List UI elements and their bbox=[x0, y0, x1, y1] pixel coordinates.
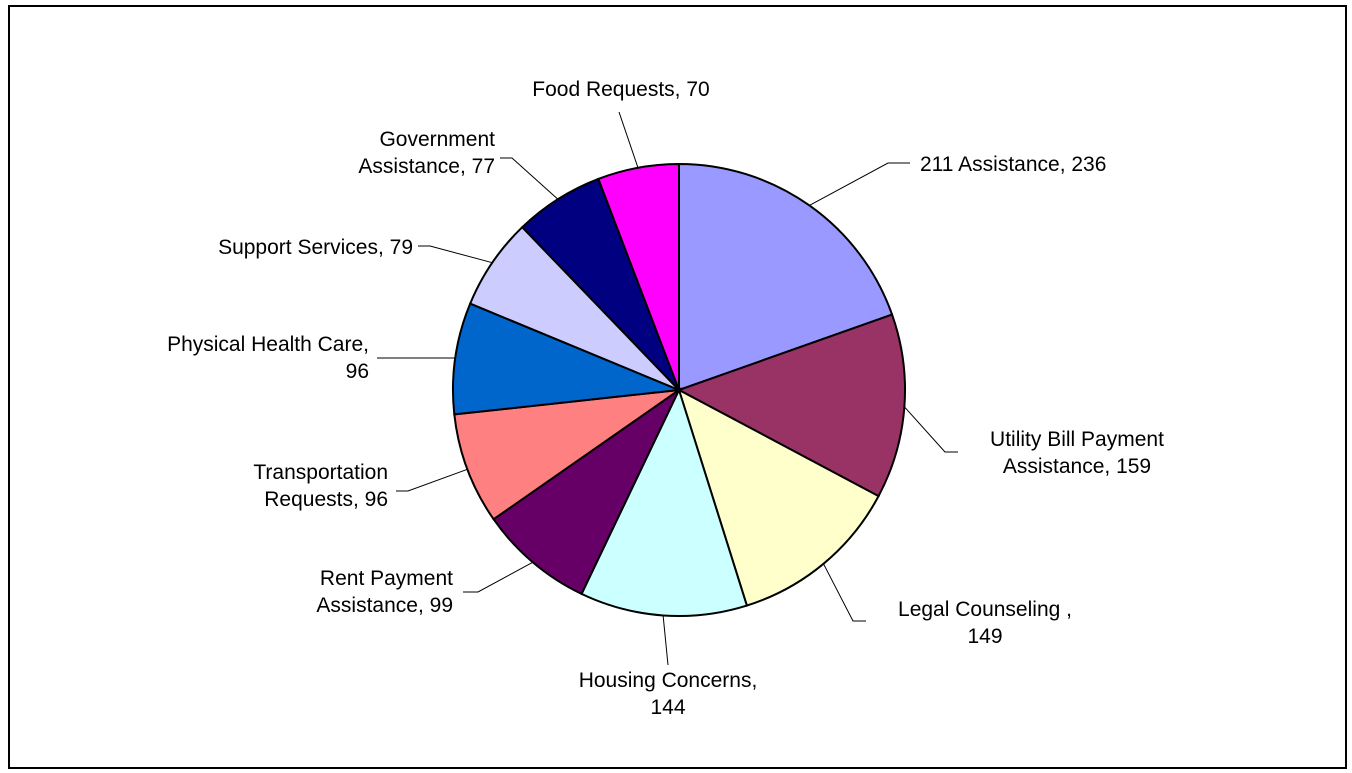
slice-label-line: Housing Concerns, bbox=[579, 669, 758, 692]
slice-label: Food Requests, 70 bbox=[532, 78, 709, 101]
slice-label-line: 211 Assistance, 236 bbox=[920, 153, 1106, 176]
slice-label-line: Transportation bbox=[253, 461, 388, 484]
slice-label-line: 96 bbox=[346, 360, 369, 383]
slice-label-line: Assistance, 77 bbox=[358, 155, 495, 178]
slice-label-line: 149 bbox=[967, 625, 1002, 648]
pie-slice-food-requests bbox=[597, 162, 680, 391]
slice-label: Support Services, 79 bbox=[218, 236, 413, 259]
slice-label: Legal Counseling , 149 bbox=[898, 598, 1072, 648]
slice-label: Rent Payment Assistance, 99 bbox=[316, 567, 453, 617]
slice-label: Government Assistance, 77 bbox=[358, 128, 495, 178]
slice-label-line: 144 bbox=[650, 696, 685, 719]
pie-slice-utility-bill-payment-assistance bbox=[676, 313, 906, 498]
pie-slice-rent-payment-assistance bbox=[492, 387, 682, 596]
slice-label-line: Requests, 96 bbox=[264, 488, 388, 511]
slice-label-line: Assistance, 159 bbox=[1003, 455, 1151, 478]
slice-label-line: Physical Health Care, bbox=[167, 333, 369, 356]
slice-label-line: Assistance, 99 bbox=[316, 594, 453, 617]
leader-line bbox=[463, 561, 533, 593]
leader-line bbox=[500, 157, 559, 200]
leader-line bbox=[904, 406, 958, 453]
leader-line bbox=[662, 615, 669, 666]
slice-label-line: Government bbox=[379, 128, 495, 151]
slice-label-line: Support Services, 79 bbox=[218, 236, 413, 259]
slice-label: Housing Concerns, 144 bbox=[579, 669, 758, 719]
pie-slices bbox=[452, 162, 906, 617]
slice-label-line: Utility Bill Payment bbox=[990, 428, 1164, 451]
pie-slice-legal-counseling bbox=[677, 387, 880, 607]
leader-line bbox=[618, 111, 639, 168]
leader-lines bbox=[377, 111, 958, 666]
slice-label: 211 Assistance, 236 bbox=[920, 153, 1106, 176]
leader-line bbox=[809, 162, 910, 206]
slice-label-line: Rent Payment bbox=[320, 567, 453, 590]
slice-label-line: Legal Counseling , bbox=[898, 598, 1072, 621]
slice-labels: 211 Assistance, 236 Utility Bill Payment A… bbox=[167, 78, 1164, 719]
slice-label-line: Food Requests, 70 bbox=[532, 78, 709, 101]
slice-label: Physical Health Care, 96 bbox=[167, 333, 369, 383]
slice-label: Utility Bill Payment Assistance, 159 bbox=[990, 428, 1164, 478]
leader-line bbox=[396, 468, 468, 492]
leader-line bbox=[823, 563, 866, 622]
pie-slice-211-assistance bbox=[678, 162, 894, 392]
leader-line bbox=[418, 245, 493, 264]
slice-label: Transportation Requests, 96 bbox=[253, 461, 388, 511]
